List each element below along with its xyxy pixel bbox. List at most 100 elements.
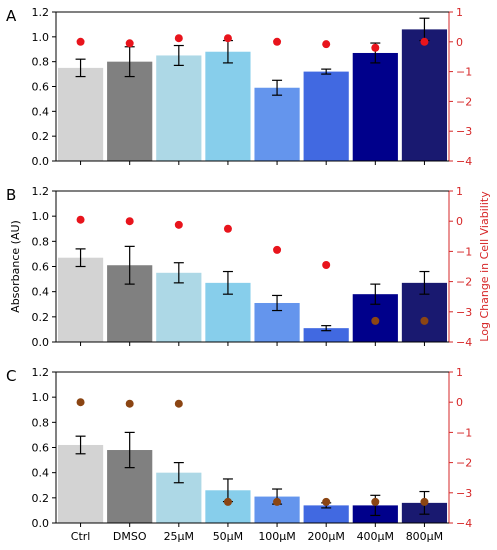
scatter-point-4 (273, 37, 282, 46)
y-axis-label: Absorbance (AU) (9, 220, 22, 313)
bar-6 (352, 52, 398, 161)
y-tick-label: 1.2 (32, 6, 50, 19)
panel-b: B 0.0 0.2 0.4 0.6 0.8 1.0 1.2 −4 −3 −2 −1 0 1 Absorban… (6, 185, 491, 349)
bar-5 (303, 71, 349, 161)
panel-label: C (6, 367, 16, 385)
y-tick-label: 0.4 (32, 467, 50, 480)
y-tick-label: 0.2 (32, 311, 50, 324)
error-bar-0 (75, 248, 86, 268)
y-tick-label: 0.8 (32, 416, 50, 429)
y-tick-label: 0.0 (32, 336, 50, 349)
y-tick-label: 0.0 (32, 517, 50, 530)
y-tick-label: 0.4 (32, 286, 50, 299)
bar-0 (57, 67, 104, 161)
scatter-point-6 (371, 497, 380, 506)
scatter-point-1 (125, 39, 134, 48)
scatter-point-3 (223, 34, 232, 43)
y2-tick-label: −2 (456, 457, 472, 470)
panel-label: B (6, 186, 16, 204)
error-bar-2 (173, 44, 184, 66)
error-bar-0 (75, 435, 86, 455)
scatter-point-4 (273, 497, 282, 506)
scatter-point-1 (125, 399, 134, 408)
scatter-point-0 (76, 215, 85, 224)
error-bar-4 (272, 294, 283, 312)
error-bar-1 (124, 431, 135, 469)
y-tick-label: 0.0 (32, 155, 50, 168)
scatter-point-0 (76, 37, 85, 46)
y2-tick-label: −1 (456, 245, 472, 258)
error-bar-0 (75, 58, 86, 78)
scatter-point-6 (371, 316, 380, 325)
x-tick-label: Ctrl (71, 530, 91, 543)
y2-tick-label: 0 (456, 396, 463, 409)
panel-label: A (6, 7, 17, 25)
scatter-point-4 (273, 245, 282, 254)
bar-0 (57, 257, 104, 342)
y2-tick-label: −3 (456, 306, 472, 319)
y-tick-label: 0.8 (32, 235, 50, 248)
bar-3 (205, 51, 251, 161)
error-bar-1 (124, 245, 135, 285)
scatter-point-7 (420, 316, 429, 325)
panel-c: C 0.0 0.2 0.4 0.6 0.8 1.0 1.2 −4 −3 −2 −1 0 1 Ctrl DMSO… (6, 366, 472, 543)
y2-axis-label: Log Change in Cell Viability (478, 191, 491, 342)
bar-1 (107, 61, 153, 161)
x-tick-label: 400µM (357, 530, 395, 543)
scatter-point-0 (76, 398, 85, 407)
scatter-point-2 (174, 220, 183, 229)
y-tick-label: 0.6 (32, 261, 50, 274)
scatter-point-3 (223, 497, 232, 506)
bar-4 (254, 87, 300, 161)
bar-2 (156, 55, 202, 162)
y2-tick-label: 0 (456, 36, 463, 49)
scatter-point-7 (420, 497, 429, 506)
y2-tick-label: 1 (456, 366, 463, 379)
x-tick-label: DMSO (113, 530, 147, 543)
error-bar-3 (222, 270, 233, 295)
y-tick-label: 1.0 (32, 391, 50, 404)
error-bar-5 (321, 68, 332, 75)
error-bar-6 (370, 283, 381, 305)
scatter-point-2 (174, 399, 183, 408)
bar-0 (57, 444, 104, 523)
y-tick-label: 1.2 (32, 366, 50, 379)
bar-7 (401, 29, 448, 162)
error-bar-2 (173, 462, 184, 484)
scatter-point-5 (322, 260, 331, 269)
scatter-point-2 (174, 34, 183, 43)
error-bar-7 (419, 270, 430, 295)
y2-tick-label: −1 (456, 66, 472, 79)
scatter-point-3 (223, 224, 232, 233)
y-tick-label: 0.6 (32, 442, 50, 455)
y2-tick-label: −2 (456, 95, 472, 108)
scatter-point-7 (420, 37, 429, 46)
y-tick-label: 0.2 (32, 492, 50, 505)
y-tick-label: 1.0 (32, 210, 50, 223)
y2-tick-label: 0 (456, 215, 463, 228)
x-tick-label: 200µM (307, 530, 345, 543)
scatter-point-5 (322, 40, 331, 49)
bar-5 (303, 505, 349, 523)
y2-tick-label: −1 (456, 426, 472, 439)
x-tick-label: 800µM (406, 530, 444, 543)
y2-tick-label: 1 (456, 6, 463, 19)
x-tick-label: 25µM (164, 530, 195, 543)
y-tick-label: 1.0 (32, 31, 50, 44)
scatter-point-6 (371, 43, 380, 52)
y-tick-label: 0.8 (32, 56, 50, 69)
x-tick-label: 100µM (258, 530, 296, 543)
error-bar-5 (321, 325, 332, 332)
error-bar-4 (272, 79, 283, 96)
y2-tick-label: 1 (456, 185, 463, 198)
y2-tick-label: −4 (456, 517, 472, 530)
scatter-point-5 (322, 497, 331, 506)
scatter-point-1 (125, 217, 134, 226)
y2-tick-label: −3 (456, 487, 472, 500)
y2-tick-label: −3 (456, 125, 472, 138)
y-tick-label: 0.4 (32, 105, 50, 118)
y-tick-label: 1.2 (32, 185, 50, 198)
panel-a: A 0.0 0.2 0.4 0.6 0.8 1.0 1.2 −4 −3 −2 −1 0 1 (6, 6, 472, 168)
y2-tick-label: −2 (456, 276, 472, 289)
